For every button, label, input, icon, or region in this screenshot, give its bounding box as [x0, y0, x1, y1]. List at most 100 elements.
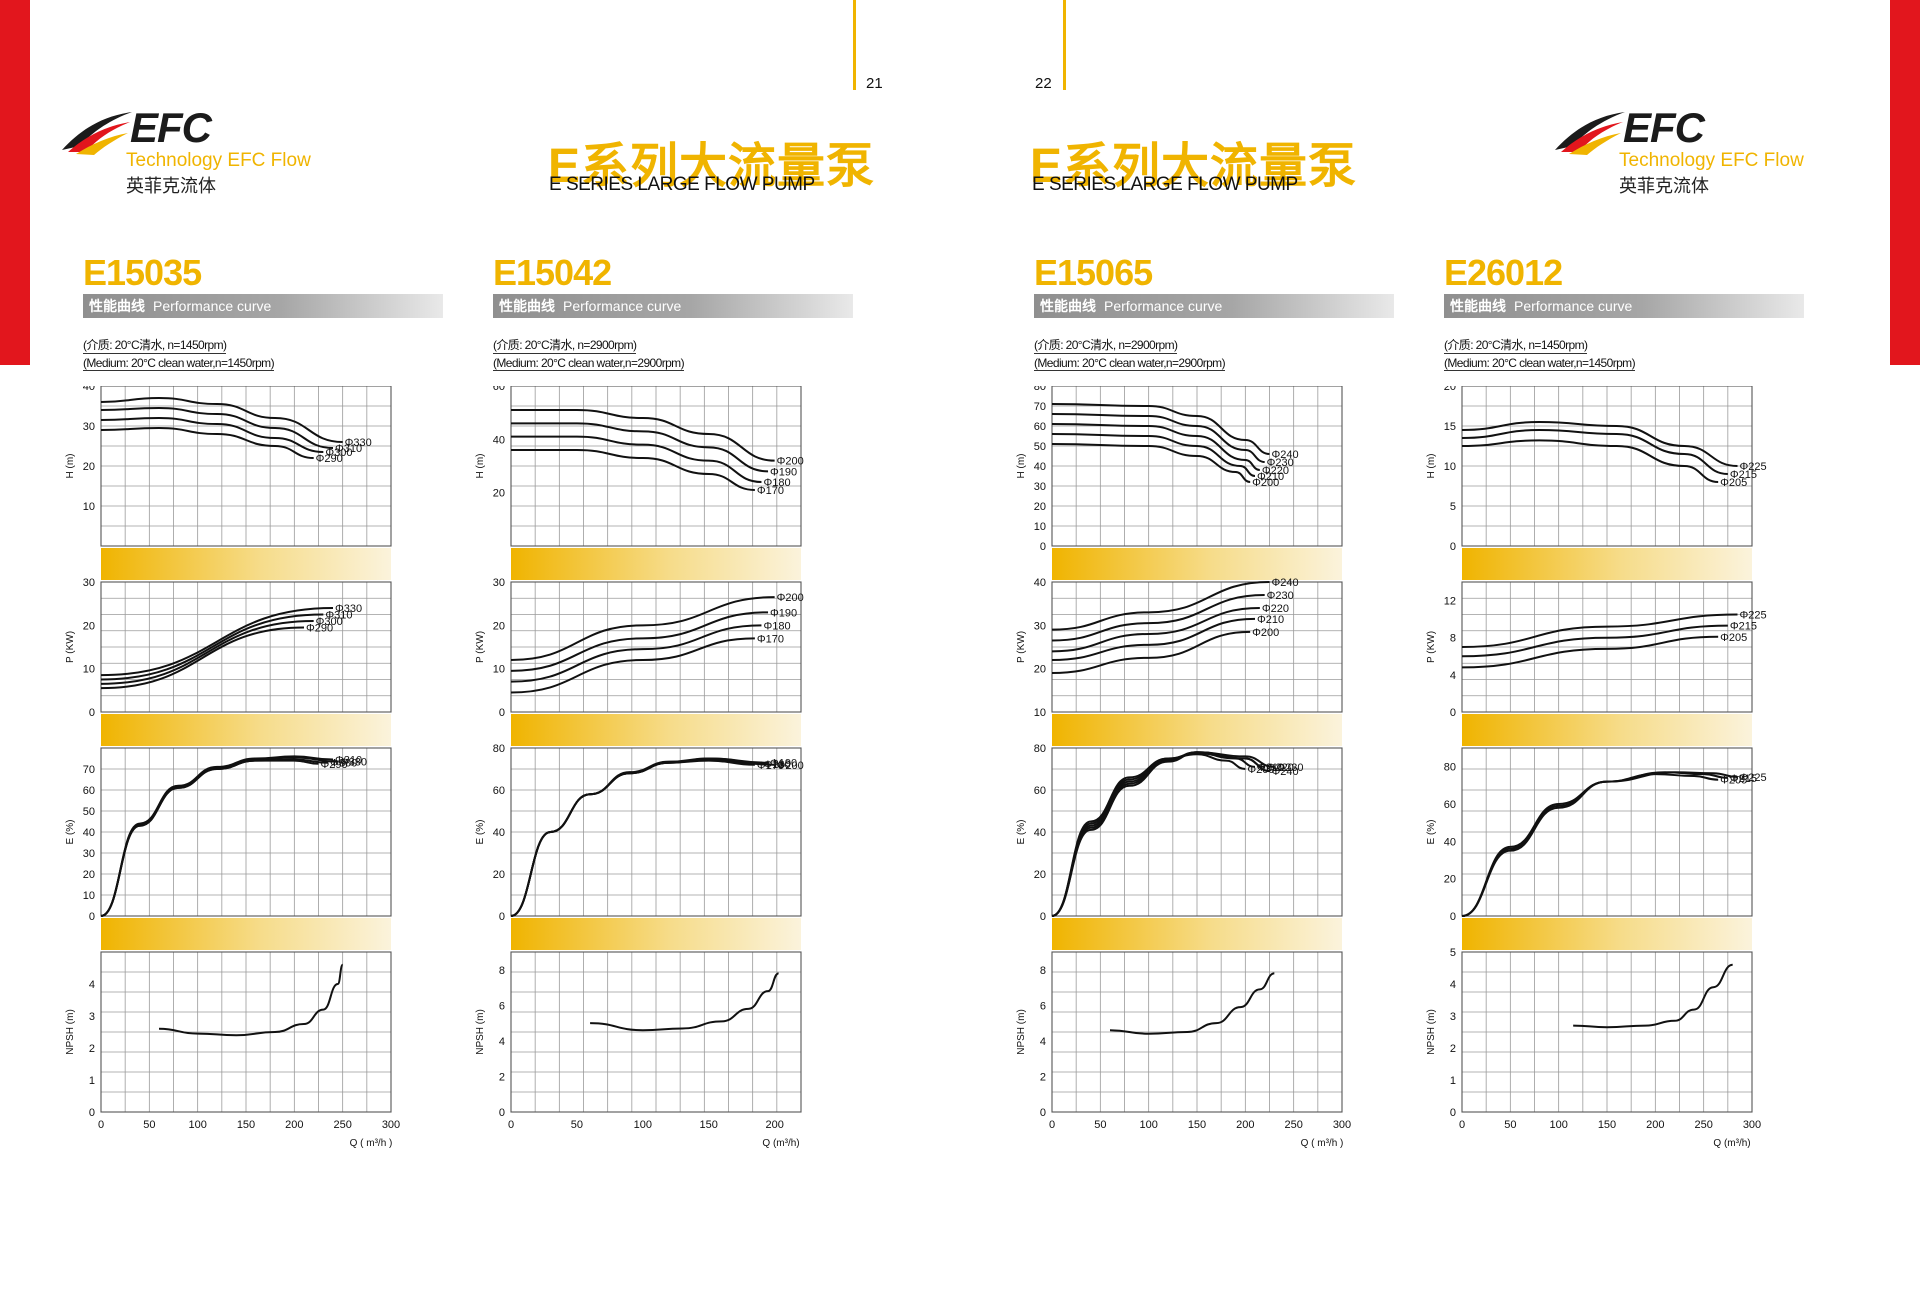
y-tick-label: 8	[1040, 965, 1046, 977]
page-number-left: 21	[866, 75, 883, 92]
series-label: Φ180	[763, 477, 790, 489]
y-tick-label: 10	[493, 664, 505, 676]
medium-note-cn: (介质: 20°C清水, n=1450rpm)	[1444, 338, 1588, 354]
performance-band: 性能曲线 Performance curve	[1034, 294, 1394, 318]
y-tick-label: 20	[493, 488, 505, 500]
x-axis-label: Q (m³/h)	[762, 1138, 799, 1149]
series-line	[510, 757, 769, 917]
x-tick-label: 0	[508, 1119, 514, 1131]
y-tick-label: 20	[1444, 874, 1456, 886]
y-tick-label: 40	[1444, 836, 1456, 848]
series-line	[100, 620, 314, 685]
x-tick-label: 100	[1549, 1119, 1567, 1131]
x-tick-label: 300	[382, 1119, 400, 1131]
y-tick-label: 20	[1444, 386, 1456, 393]
y-axis-label: P (KW)	[475, 631, 486, 663]
x-tick-label: 100	[634, 1119, 652, 1131]
section-label-cn: 性能曲线	[499, 298, 555, 314]
series-line	[100, 396, 343, 443]
series-line	[1051, 443, 1251, 483]
plot-frame	[1051, 581, 1343, 713]
gradient-band	[1462, 548, 1752, 580]
y-tick-label: 5	[1450, 501, 1456, 513]
y-tick-label: 0	[499, 1107, 505, 1119]
series-label: Φ300	[330, 758, 357, 770]
series-title-cn-left: E系列大流量泵	[548, 140, 876, 193]
y-tick-label: 2	[499, 1071, 505, 1083]
x-tick-label: 150	[1598, 1119, 1616, 1131]
gradient-band	[1462, 714, 1752, 746]
plot-frame	[1461, 386, 1753, 547]
y-tick-label: 8	[1450, 633, 1456, 645]
y-axis-label: E (%)	[1426, 820, 1437, 845]
series-line	[1109, 972, 1275, 1035]
y-tick-label: 1	[89, 1075, 95, 1087]
y-axis-label: P (KW)	[1426, 631, 1437, 663]
series-label: Φ170	[757, 633, 784, 645]
section-label-en: Performance curve	[563, 298, 682, 314]
series-label: Φ220	[1262, 603, 1289, 615]
brand-logo-right: EFC Technology EFC Flow 英菲克流体	[1553, 100, 1853, 200]
series-line	[510, 422, 769, 473]
panel-npsh: 0 2 4 6 8 NPSH (m)	[475, 951, 802, 1119]
series-line	[1051, 617, 1256, 661]
y-tick-label: 0	[1040, 541, 1046, 553]
series-line	[1051, 403, 1270, 455]
section-label-cn: 性能曲线	[89, 298, 145, 314]
plot-frame	[510, 951, 802, 1113]
y-tick-label: 0	[1450, 911, 1456, 923]
y-tick-label: 0	[499, 707, 505, 719]
x-tick-label: 50	[1504, 1119, 1516, 1131]
medium-note-en: (Medium: 20°C clean water,n=2900rpm)	[1034, 356, 1226, 371]
y-axis-label: P (KW)	[1016, 631, 1027, 663]
y-tick-label: 20	[1034, 501, 1046, 513]
series-label: Φ205	[1720, 477, 1747, 489]
y-tick-label: 50	[1034, 441, 1046, 453]
left-edge-bar	[0, 0, 30, 365]
series-line	[100, 758, 329, 917]
y-tick-label: 2	[1450, 1043, 1456, 1055]
series-line	[1051, 630, 1251, 674]
series-label: Φ310	[325, 610, 352, 622]
gradient-band	[1052, 918, 1342, 950]
y-tick-label: 0	[1450, 541, 1456, 553]
performance-band: 性能曲线 Performance curve	[83, 294, 443, 318]
y-axis-label: H (m)	[475, 454, 486, 479]
y-tick-label: 2	[1040, 1071, 1046, 1083]
plot-frame	[510, 747, 802, 917]
y-tick-label: 60	[83, 785, 95, 797]
series-label: Φ240	[1272, 577, 1299, 589]
series-label: Φ225	[1740, 461, 1767, 473]
series-label: Φ210	[1257, 471, 1284, 483]
brand-tagline: Technology EFC Flow	[1619, 150, 1804, 171]
plot-frame	[1051, 951, 1343, 1113]
y-tick-label: 80	[1034, 743, 1046, 755]
y-tick-label: 60	[1034, 421, 1046, 433]
series-line	[1461, 420, 1738, 467]
y-tick-label: 0	[1040, 911, 1046, 923]
x-tick-label: 50	[143, 1119, 155, 1131]
series-line	[1051, 751, 1275, 917]
series-title-en-left: E SERIES LARGE FLOW PUMP	[549, 174, 815, 195]
y-tick-label: 60	[493, 785, 505, 797]
y-tick-label: 0	[1450, 707, 1456, 719]
y-tick-label: 10	[83, 664, 95, 676]
brand-name: EFC	[1623, 104, 1705, 151]
series-line	[510, 409, 775, 462]
series-label: Φ310	[335, 443, 362, 455]
panel-h: 0 10 20 30 40 50 60 70 80 H (m) Φ240Φ230Φ220Φ210Φ2…	[1016, 386, 1343, 580]
y-tick-label: 10	[1034, 521, 1046, 533]
x-tick-label: 50	[571, 1119, 583, 1131]
x-tick-label: 200	[1646, 1119, 1664, 1131]
y-tick-label: 3	[89, 1011, 95, 1023]
right-edge-bar	[1890, 0, 1920, 365]
series-line	[510, 611, 769, 672]
y-tick-label: 40	[493, 434, 505, 446]
